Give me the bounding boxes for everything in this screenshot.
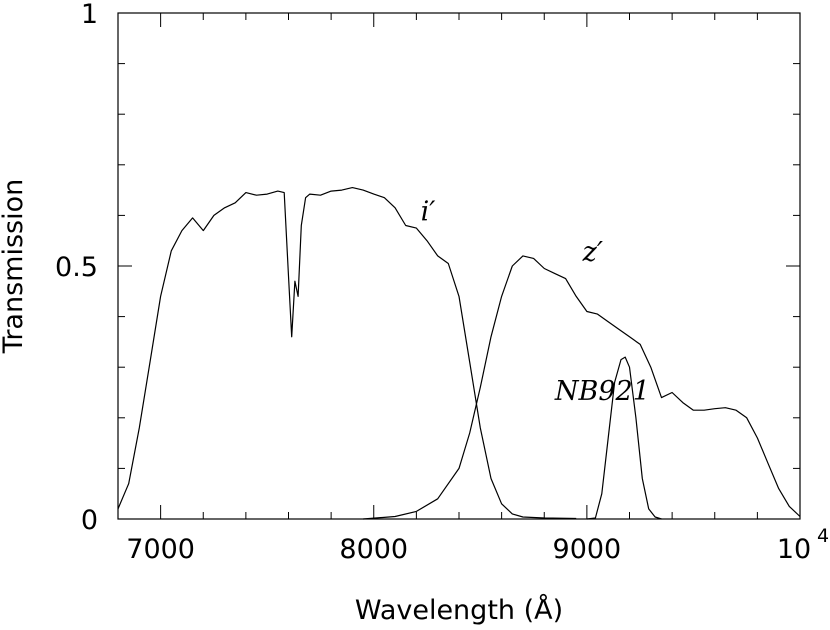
y-tick-label: 0 — [81, 505, 98, 536]
x-tick-label: 9000 — [553, 534, 622, 565]
series-line-2 — [586, 356, 662, 520]
x-tick-label-exponent: 4 — [817, 525, 829, 547]
plot-frame — [117, 12, 801, 520]
tick-marks — [117, 12, 801, 520]
series-line-0 — [117, 187, 577, 520]
x-tick-label: 10 — [777, 534, 811, 565]
tick-labels: 7000 8000 9000 10 4 0 0.5 1 — [55, 0, 829, 565]
y-tick-label: 1 — [81, 0, 98, 30]
curve-label-2: NB921 — [554, 376, 650, 407]
curve-label-1: z′ — [582, 237, 603, 268]
y-tick-label: 0.5 — [55, 252, 98, 283]
y-axis-label: Transmission — [0, 179, 29, 354]
x-tick-label: 8000 — [339, 534, 408, 565]
curve-labels: i′ z′ NB921 — [421, 196, 650, 407]
series-line-1 — [363, 255, 801, 520]
x-axis-label: Wavelength (Å) — [355, 594, 563, 626]
curve-label-0: i′ — [421, 196, 436, 227]
x-tick-label: 7000 — [126, 534, 195, 565]
series-lines — [117, 187, 801, 520]
